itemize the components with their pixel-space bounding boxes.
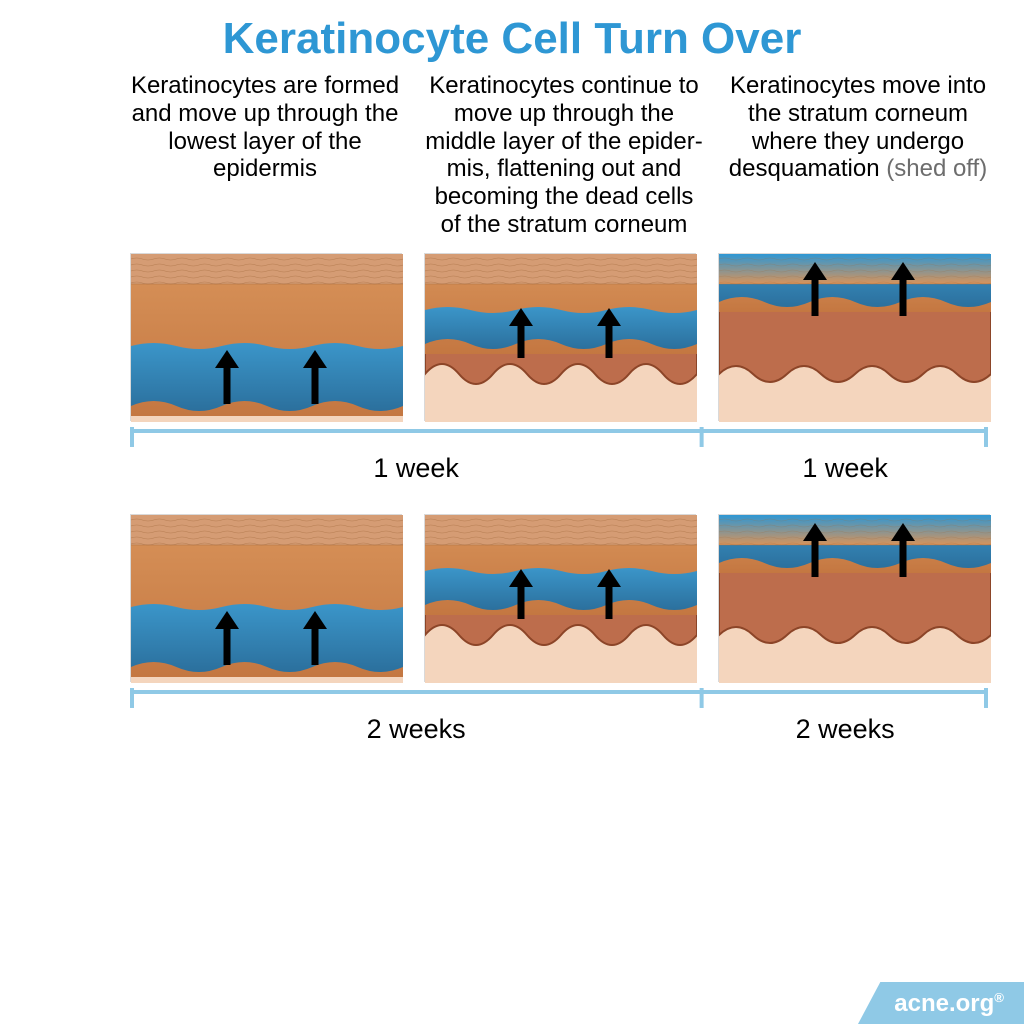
panel-acne-2 [424,514,696,682]
timeline-normal: 1 week1 week [130,427,988,484]
panel-acne-3 [718,514,990,682]
descriptions-row: Keratinocytes are formed and move up thr… [0,64,1024,239]
timeline-label: 1 week [702,453,988,484]
timeline-label: 2 weeks [702,714,988,745]
row-acne-skin: Acne-proneSkin [0,514,1024,745]
desc-col-3: Keratinocytes move into the stratum corn… [728,72,988,239]
timeline-label: 1 week [130,453,702,484]
row-label-normal: NormalSkin [0,196,4,356]
panel-normal-3 [718,253,990,421]
timeline-label: 2 weeks [130,714,702,745]
panel-normal-1 [130,253,402,421]
panel-normal-2 [424,253,696,421]
desc-col-3-paren: (shed off) [886,155,987,182]
footer-reg: ® [994,990,1004,1005]
panels-acne [0,514,1024,682]
panels-normal [0,253,1024,421]
footer-text: acne.org [894,990,994,1017]
row-label-acne: Acne-proneSkin [0,457,4,617]
desc-col-1: Keratinocytes are formed and move up thr… [130,72,400,239]
footer-badge: acne.org® [858,982,1024,1024]
row-normal-skin: NormalSkin [0,253,1024,484]
panel-acne-1 [130,514,402,682]
timeline-acne: 2 weeks2 weeks [130,688,988,745]
desc-col-2: Keratinocytes con­tinue to move up throu… [424,72,704,239]
page-title: Keratinocyte Cell Turn Over [0,0,1024,64]
